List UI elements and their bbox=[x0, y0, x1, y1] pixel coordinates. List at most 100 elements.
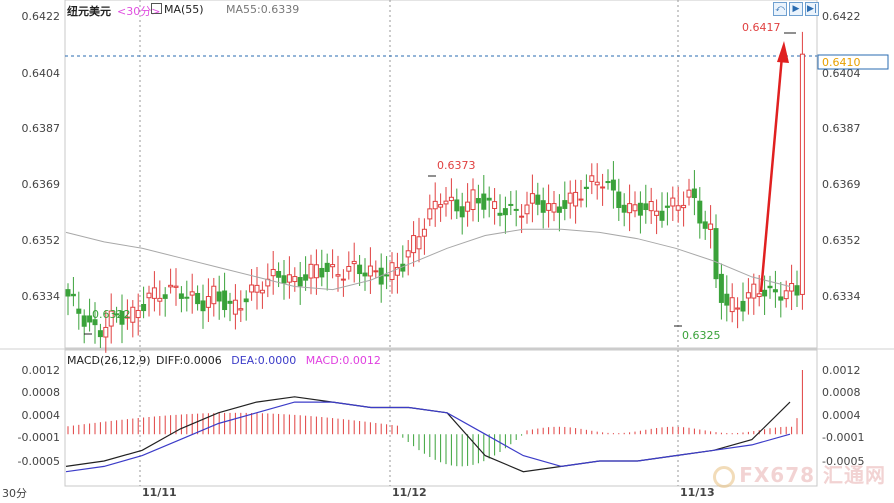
candle-body bbox=[627, 203, 633, 214]
macd-tick-left: 0.0008 bbox=[22, 386, 61, 399]
candle-body bbox=[497, 212, 503, 216]
candle-body bbox=[756, 293, 762, 298]
macd-dea: DEA:0.0000 bbox=[231, 354, 297, 367]
step-icon[interactable]: ▶| bbox=[805, 2, 819, 16]
dea-line bbox=[65, 401, 791, 473]
macd-tick-right: 0.0008 bbox=[822, 386, 861, 399]
candle-body bbox=[686, 189, 692, 198]
candle-body bbox=[659, 210, 665, 221]
candle-body bbox=[578, 198, 584, 201]
candle-body bbox=[292, 276, 298, 283]
candle-body bbox=[605, 181, 611, 184]
candle-body bbox=[621, 204, 627, 213]
candle-body bbox=[751, 283, 757, 299]
candle-body bbox=[519, 215, 525, 218]
candle-body bbox=[492, 201, 498, 210]
price-tick-right: 0.6352 bbox=[822, 234, 861, 247]
x-label: 11/11 bbox=[142, 486, 177, 499]
candle-body bbox=[421, 228, 427, 237]
candle-body bbox=[357, 264, 363, 275]
candle-body bbox=[97, 330, 103, 338]
candle-body bbox=[443, 200, 449, 205]
candle-body bbox=[454, 199, 460, 212]
candle-body bbox=[324, 262, 330, 272]
candle-body bbox=[103, 326, 109, 338]
candle-body bbox=[486, 197, 492, 201]
period-tag: <30分> bbox=[117, 5, 161, 18]
candle-body bbox=[594, 181, 600, 186]
ma-value: MA55:0.6339 bbox=[226, 3, 300, 16]
candle-body bbox=[610, 179, 616, 191]
x-label: 11/13 bbox=[680, 486, 715, 499]
candle-body bbox=[513, 208, 519, 211]
candle-body bbox=[243, 298, 249, 303]
candle-body bbox=[529, 193, 535, 204]
high-annotation: 0.6417 bbox=[742, 21, 781, 34]
candle-body bbox=[740, 300, 746, 312]
macd-value: MACD:0.0012 bbox=[305, 354, 381, 367]
candle-body bbox=[789, 283, 795, 292]
candle-body bbox=[222, 290, 228, 311]
candle-body bbox=[745, 292, 751, 299]
price-tick-left: 0.6404 bbox=[22, 67, 61, 80]
candle-body bbox=[384, 274, 390, 277]
current-price-badge bbox=[817, 54, 889, 70]
candle-body bbox=[157, 297, 163, 302]
candle-body bbox=[556, 206, 562, 213]
candle-body bbox=[713, 228, 719, 280]
macd-tick-left: 0.0012 bbox=[22, 364, 61, 377]
candle-body bbox=[124, 316, 130, 319]
candle-body bbox=[794, 285, 800, 296]
reset-icon[interactable]: ⤺ bbox=[773, 2, 787, 16]
candle-body bbox=[227, 300, 233, 304]
macd-tick-right: -0.0005 bbox=[822, 455, 864, 468]
candle-body bbox=[108, 310, 114, 327]
candle-body bbox=[340, 278, 346, 281]
candle-body bbox=[211, 285, 217, 305]
price-tick-left: 0.6334 bbox=[22, 290, 61, 303]
candle-body bbox=[589, 175, 595, 182]
ma-toggle[interactable]: MA(55) bbox=[151, 3, 204, 16]
price-tick-right: 0.6387 bbox=[822, 122, 861, 135]
candle-body bbox=[205, 296, 211, 308]
candle-body bbox=[783, 290, 789, 300]
candle-body bbox=[432, 200, 438, 210]
candle-body bbox=[151, 287, 157, 299]
surge-arrow-head bbox=[777, 41, 789, 63]
candle-body bbox=[319, 267, 325, 278]
price-tick-left: 0.6387 bbox=[22, 122, 61, 135]
candle-body bbox=[119, 310, 125, 325]
play-icon[interactable]: ▶ bbox=[789, 2, 803, 16]
candle-body bbox=[637, 202, 643, 216]
candle-body bbox=[81, 315, 87, 327]
candle-body bbox=[303, 274, 309, 281]
candle-body bbox=[276, 270, 282, 278]
candle-body bbox=[767, 285, 773, 289]
candle-body bbox=[772, 289, 778, 293]
ma-checkbox-icon[interactable] bbox=[151, 3, 162, 14]
candle-body bbox=[351, 260, 357, 265]
candle-body bbox=[632, 204, 638, 212]
candle-body bbox=[346, 265, 352, 272]
price-panel-frame bbox=[64, 0, 818, 349]
period-label: 30分 bbox=[2, 487, 27, 500]
low1-annotation: 0.6322 bbox=[92, 308, 131, 321]
candle-body bbox=[762, 289, 768, 297]
candle-body bbox=[799, 53, 805, 295]
price-tick-left: 0.6352 bbox=[22, 234, 61, 247]
mid-high-annotation: 0.6373 bbox=[437, 159, 476, 172]
candle-body bbox=[146, 292, 152, 299]
low2-annotation: 0.6325 bbox=[682, 329, 721, 342]
candle-body bbox=[540, 200, 546, 213]
macd-tick-left: 0.0004 bbox=[22, 409, 61, 422]
candle-body bbox=[583, 186, 589, 189]
candle-body bbox=[313, 264, 319, 279]
candle-body bbox=[643, 203, 649, 211]
ma-toggle-label: MA(55) bbox=[164, 3, 204, 16]
candle-body bbox=[465, 201, 471, 212]
candle-body bbox=[308, 263, 314, 279]
candle-body bbox=[249, 284, 255, 293]
price-tick-right: 0.6334 bbox=[822, 290, 861, 303]
candle-body bbox=[162, 294, 168, 299]
